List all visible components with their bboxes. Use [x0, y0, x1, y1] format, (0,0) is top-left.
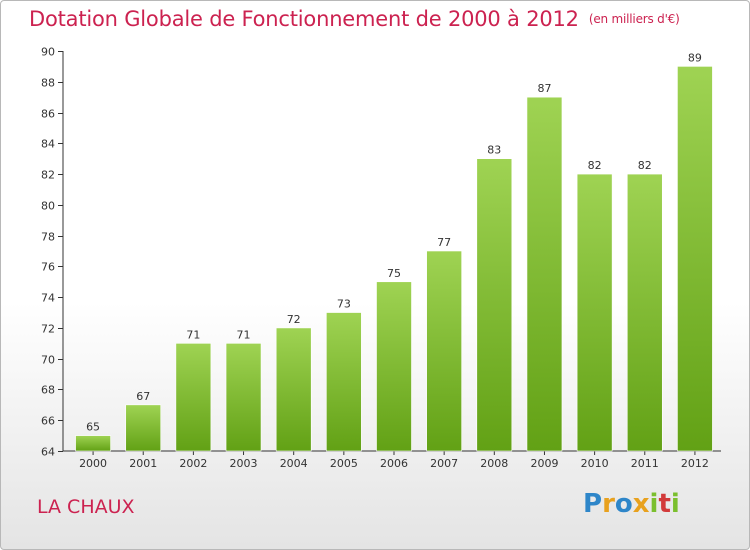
y-tick-label: 82: [41, 169, 55, 182]
y-tick-label: 66: [41, 415, 55, 428]
x-tick-label: 2001: [129, 457, 157, 470]
bar: [125, 404, 162, 452]
y-tick-label: 78: [41, 231, 55, 244]
bar-value-label: 71: [186, 328, 200, 341]
bar: [275, 327, 312, 452]
bar: [476, 158, 513, 452]
x-tick-label: 2002: [179, 457, 207, 470]
y-tick-label: 72: [41, 323, 55, 336]
y-tick-label: 80: [41, 200, 55, 213]
bar-value-label: 83: [487, 144, 501, 157]
y-tick-label: 76: [41, 261, 55, 274]
x-tick-label: 2012: [681, 457, 709, 470]
bar: [225, 343, 262, 452]
x-tick-label: 2003: [230, 457, 258, 470]
y-tick-label: 90: [41, 46, 55, 59]
bar: [626, 173, 663, 452]
bar-value-label: 77: [437, 236, 451, 249]
bar-value-label: 72: [287, 313, 301, 326]
chart-subtitle: (en milliers d'€): [588, 12, 680, 26]
bar: [426, 250, 462, 452]
x-tick-label: 2007: [430, 457, 458, 470]
x-tick-label: 2008: [480, 457, 508, 470]
x-tick-label: 2009: [530, 457, 558, 470]
y-tick-label: 84: [41, 138, 55, 151]
commune-name: LA CHAUX: [37, 496, 135, 518]
y-tick-label: 74: [41, 292, 55, 305]
x-tick-label: 2000: [79, 457, 107, 470]
x-tick-label: 2010: [581, 457, 609, 470]
bar: [75, 435, 111, 452]
bar: [326, 312, 362, 452]
chart-title: Dotation Globale de Fonctionnement de 20…: [29, 7, 680, 31]
logo-letter: r: [602, 489, 615, 519]
y-tick-label: 68: [41, 384, 55, 397]
x-tick-label: 2006: [380, 457, 408, 470]
bar-value-label: 67: [136, 390, 150, 403]
title-text: Dotation Globale de Fonctionnement de 20…: [29, 7, 579, 31]
logo-letter: i: [649, 489, 659, 519]
y-tick-label: 70: [41, 354, 55, 367]
bar-value-label: 82: [638, 159, 652, 172]
bar: [376, 281, 412, 452]
bar-value-label: 82: [588, 159, 602, 172]
y-tick-label: 64: [41, 446, 55, 459]
bar-value-label: 65: [86, 421, 100, 434]
x-tick-label: 2005: [330, 457, 358, 470]
x-tick-label: 2011: [631, 457, 659, 470]
bar: [576, 173, 613, 452]
y-tick-label: 88: [41, 77, 55, 90]
bar-value-label: 75: [387, 267, 401, 280]
bar-value-label: 71: [237, 328, 251, 341]
logo-letter: P: [583, 489, 603, 519]
y-tick-label: 86: [41, 108, 55, 121]
chart-bars: 65 67 71 71 72 73 75 77 83 87 82 82 89: [75, 51, 713, 452]
logo-letter: x: [632, 489, 650, 519]
bar: [526, 96, 563, 452]
bar-value-label: 87: [537, 82, 551, 95]
bar-value-label: 89: [688, 51, 702, 64]
bar: [175, 343, 212, 452]
chart-axes: 64 66 68 70 72 74 76 78 80 82 84 86 88 90 2000 2001 2002…: [41, 46, 721, 470]
proxiti-logo: Proxiti: [583, 489, 680, 519]
logo-letter: t: [658, 489, 671, 519]
x-tick-label: 2004: [280, 457, 308, 470]
bar: [677, 66, 713, 452]
logo-letter: o: [614, 489, 633, 519]
logo-letter: i: [670, 489, 680, 519]
bar-value-label: 73: [337, 298, 351, 311]
